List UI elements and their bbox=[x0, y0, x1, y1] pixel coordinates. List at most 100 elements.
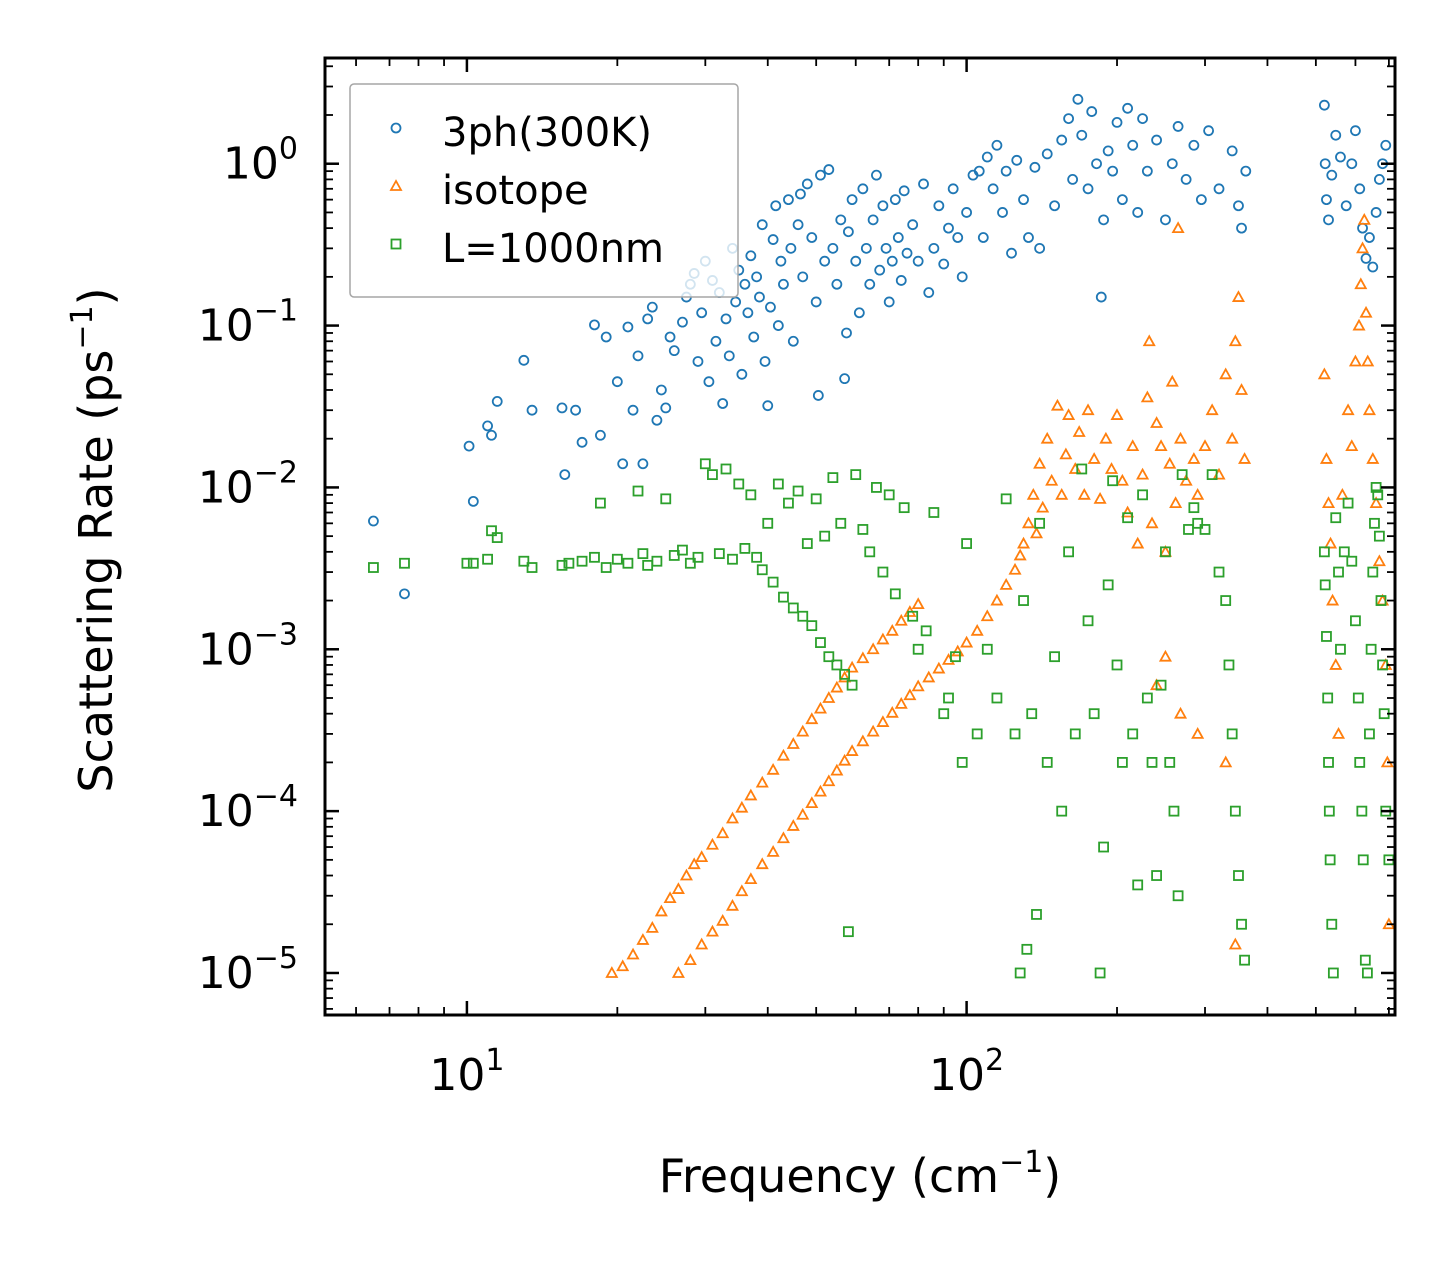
isotope-point bbox=[813, 701, 828, 714]
isotope-point bbox=[645, 921, 659, 933]
isotope-point bbox=[695, 850, 709, 862]
isotope-point bbox=[990, 593, 1004, 606]
boundary-point bbox=[889, 588, 901, 600]
3ph-point bbox=[1116, 194, 1128, 206]
3ph-point bbox=[823, 164, 835, 175]
3ph-point bbox=[759, 356, 771, 367]
boundary-point bbox=[756, 564, 768, 576]
3ph-point bbox=[877, 200, 889, 212]
boundary-point bbox=[563, 557, 575, 569]
isotope-point bbox=[1187, 452, 1201, 464]
legend-marker-triangle bbox=[389, 179, 403, 191]
3ph-point bbox=[853, 307, 865, 319]
isotope-point bbox=[766, 762, 780, 775]
boundary-point bbox=[1082, 615, 1094, 627]
3ph-point bbox=[895, 275, 907, 286]
isotope-point bbox=[1165, 374, 1179, 387]
isotope-point bbox=[1361, 354, 1375, 367]
3ph-point bbox=[1111, 117, 1123, 128]
3ph-point bbox=[923, 287, 935, 298]
boundary-point bbox=[1122, 512, 1134, 524]
isotope-point bbox=[911, 679, 925, 692]
3ph-point bbox=[1203, 125, 1214, 137]
boundary-point bbox=[1367, 566, 1379, 578]
boundary-point bbox=[806, 620, 818, 632]
3ph-point bbox=[997, 207, 1008, 218]
isotope-point bbox=[838, 753, 852, 766]
boundary-point bbox=[1009, 728, 1021, 740]
3ph-point bbox=[756, 219, 768, 231]
3ph-point bbox=[792, 219, 804, 231]
isotope-point bbox=[1036, 500, 1050, 513]
3ph-point bbox=[570, 404, 581, 416]
boundary-point bbox=[526, 562, 538, 573]
boundary-point bbox=[745, 489, 757, 501]
boundary-point bbox=[1357, 854, 1369, 866]
isotope-point bbox=[1198, 439, 1212, 452]
isotope-point bbox=[856, 651, 870, 664]
isotope-point bbox=[1238, 452, 1252, 464]
boundary-point bbox=[1226, 728, 1238, 740]
isotope-point bbox=[876, 632, 890, 645]
3ph-point bbox=[889, 194, 901, 206]
isotope-point bbox=[1191, 487, 1205, 500]
y-tick-labels: 100 10−1 10−2 10−3 10−4 10−5 bbox=[198, 132, 298, 999]
3ph-point bbox=[720, 313, 732, 325]
3ph-point bbox=[491, 396, 503, 407]
3ph-point bbox=[850, 255, 862, 267]
3ph-point bbox=[938, 258, 950, 270]
isotope-point bbox=[885, 623, 899, 636]
isotope-point bbox=[786, 819, 800, 831]
isotope-point bbox=[822, 774, 836, 787]
3ph-point bbox=[1122, 102, 1134, 114]
isotope-point bbox=[626, 947, 640, 960]
isotope-point bbox=[705, 924, 719, 937]
boundary-point bbox=[589, 551, 600, 563]
isotope-point bbox=[725, 811, 740, 824]
boundary-point bbox=[835, 517, 847, 529]
3ph-point bbox=[1357, 222, 1368, 234]
boundary-point bbox=[1151, 870, 1162, 881]
3ph-point bbox=[1011, 154, 1023, 166]
isotope-point bbox=[1055, 487, 1069, 500]
boundary-point bbox=[1127, 728, 1139, 740]
boundary-point bbox=[1041, 757, 1053, 768]
boundary-point bbox=[1335, 643, 1346, 655]
isotope-point bbox=[1171, 221, 1185, 234]
3ph-point bbox=[1137, 113, 1148, 125]
isotope-point bbox=[1059, 447, 1073, 460]
3ph-point bbox=[783, 194, 794, 206]
isotope-point bbox=[786, 737, 800, 749]
isotope-point bbox=[1104, 462, 1119, 474]
3ph-point bbox=[664, 331, 676, 343]
3ph-point bbox=[1018, 194, 1029, 206]
3ph-point bbox=[928, 242, 940, 254]
boundary-point bbox=[1098, 841, 1109, 853]
isotope-point bbox=[1154, 439, 1168, 452]
3ph-point bbox=[754, 291, 765, 303]
isotope-point bbox=[716, 913, 730, 926]
boundary-point bbox=[1102, 579, 1114, 591]
3ph-point bbox=[1107, 165, 1119, 177]
3ph-point bbox=[1041, 148, 1053, 160]
3ph-point bbox=[748, 331, 760, 343]
isotope-point bbox=[866, 724, 880, 737]
3ph-point bbox=[767, 234, 779, 245]
3ph-point bbox=[642, 313, 654, 325]
isotope-point bbox=[1174, 706, 1188, 719]
boundary-point bbox=[961, 538, 972, 549]
3ph-point bbox=[1188, 139, 1200, 151]
boundary-point bbox=[801, 538, 813, 549]
isotope-point bbox=[1329, 658, 1343, 670]
isotope-point bbox=[1326, 593, 1340, 606]
boundary-point bbox=[1094, 967, 1106, 979]
boundary-point bbox=[1323, 757, 1334, 768]
isotope-point bbox=[951, 644, 965, 657]
3ph-point bbox=[736, 368, 748, 380]
boundary-point bbox=[600, 562, 612, 573]
isotope-point bbox=[1121, 505, 1135, 518]
boundary-point bbox=[1354, 757, 1366, 768]
3ph-point bbox=[770, 200, 782, 212]
isotope-point bbox=[1072, 425, 1086, 437]
boundary-point bbox=[831, 659, 843, 671]
